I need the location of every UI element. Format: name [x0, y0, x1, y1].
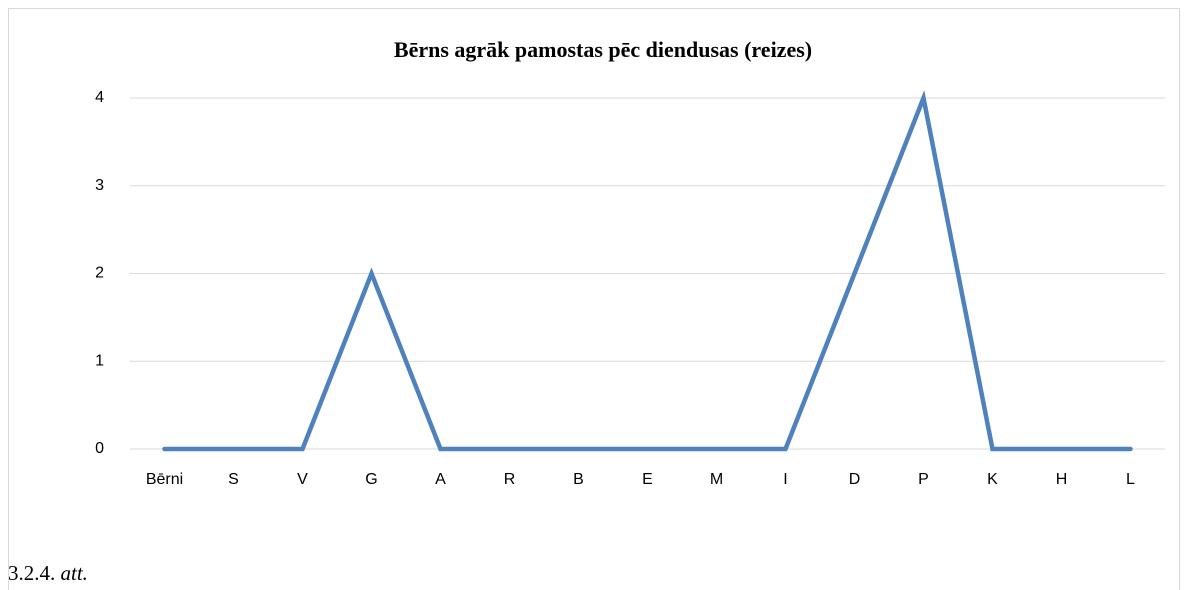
y-tick-label: 1: [95, 352, 104, 369]
x-tick-label: S: [228, 471, 239, 488]
y-tick-label: 4: [95, 89, 104, 106]
line-series: [162, 90, 1133, 452]
x-tick-label: R: [504, 471, 516, 488]
x-tick-label: I: [783, 471, 787, 488]
caption-number: 3.2.4.: [8, 561, 55, 585]
chart-title: Bērns agrāk pamostas pēc diendusas (reiz…: [394, 37, 812, 62]
x-tick-label: A: [435, 471, 446, 488]
y-tick-label: 0: [95, 440, 104, 457]
x-tick-label: H: [1056, 471, 1068, 488]
x-tick-label: B: [573, 471, 584, 488]
x-tick-label: G: [365, 471, 377, 488]
y-tick-label: 2: [95, 265, 104, 282]
x-tick-label: M: [710, 471, 723, 488]
x-tick-label: P: [918, 471, 929, 488]
x-tick-label: Bērni: [146, 471, 183, 488]
x-tick-label: E: [642, 471, 653, 488]
y-tick-label: 3: [95, 177, 104, 194]
chart-frame: [8, 8, 1180, 590]
x-tick-label: K: [987, 471, 998, 488]
caption-text: att.: [61, 561, 88, 585]
x-tick-label: L: [1126, 471, 1135, 488]
x-tick-label: D: [849, 471, 861, 488]
x-tick-label: V: [297, 471, 308, 488]
caption: 3.2.4. att.: [8, 561, 88, 585]
